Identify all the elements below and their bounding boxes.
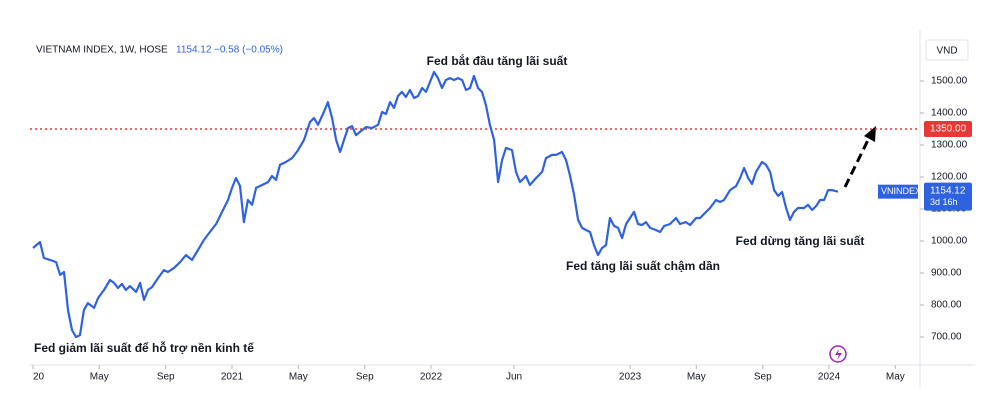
y-tick-label: 1200.00: [931, 172, 968, 183]
x-tick-label: 2023: [619, 372, 642, 383]
annotation: Fed bắt đầu tăng lãi suất: [427, 53, 568, 68]
y-tick-label: 700.00: [931, 332, 962, 343]
reference-badge: [924, 120, 972, 137]
x-tick-label: Sep: [754, 372, 772, 383]
price-badge-value: 1154.12: [930, 185, 966, 196]
price-badge-name: VNINDEX: [881, 186, 921, 196]
annotation: Fed dừng tăng lãi suất: [736, 234, 865, 248]
x-tick-label: May: [90, 372, 109, 383]
price-badge: [924, 182, 972, 211]
event-icon: [829, 345, 847, 363]
x-tick-label: 20: [33, 372, 45, 383]
x-tick-label: 2021: [221, 372, 244, 383]
price-badge-countdown: 3d 16h: [930, 197, 958, 207]
x-tick-label: Sep: [356, 372, 374, 383]
y-tick-label: 900.00: [931, 268, 962, 279]
y-tick-label: 1400.00: [931, 108, 968, 119]
x-tick-label: May: [289, 372, 308, 383]
x-tick-label: 2022: [420, 372, 443, 383]
annotation: Fed giảm lãi suất để hỗ trợ nền kinh tế: [34, 340, 254, 355]
price-change: −0.58 (−0.05%): [214, 45, 283, 56]
currency-box: [925, 39, 969, 61]
x-tick-label: Jun: [506, 372, 522, 383]
forecast-arrow: [843, 135, 872, 188]
reference-label: 1350.00: [930, 124, 967, 135]
y-tick-label: 1300.00: [931, 140, 968, 151]
currency: VND: [936, 46, 957, 57]
forecast-arrowhead: [864, 126, 876, 142]
y-tick-label: 1000.00: [931, 236, 968, 247]
y-tick-label: 800.00: [931, 300, 962, 311]
x-tick-label: May: [687, 372, 706, 383]
price-badge-name-bg: [878, 184, 918, 199]
y-tick-label: 1500.00: [931, 76, 968, 87]
symbol: VIETNAM INDEX, 1W, HOSE: [36, 45, 168, 56]
price-line: [32, 70, 839, 339]
x-tick-label: 2024: [818, 372, 841, 383]
x-tick-label: Sep: [157, 372, 175, 383]
x-tick-label: May: [886, 372, 905, 383]
event-icon-bolt: [835, 349, 842, 360]
annotation: Fed tăng lãi suất chậm dần: [566, 259, 720, 273]
last-price: 1154.12: [176, 45, 212, 56]
